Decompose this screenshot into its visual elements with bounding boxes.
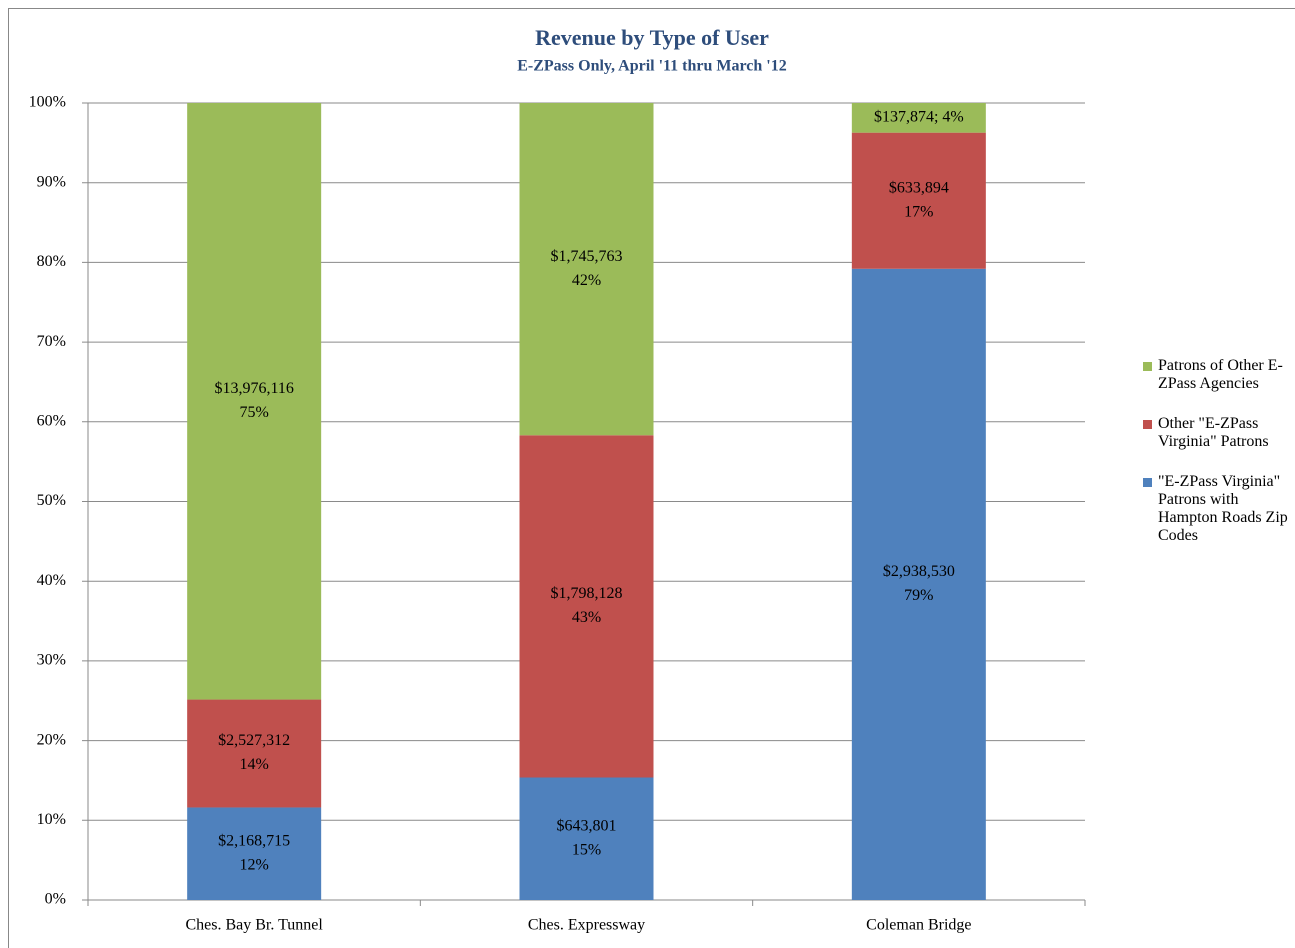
x-tick-label: Ches. Expressway <box>528 917 645 934</box>
data-label: $1,745,763 <box>551 248 623 265</box>
legend-label: Other "E-ZPass Virginia" Patrons <box>1158 415 1269 450</box>
data-label: 15% <box>572 841 601 858</box>
data-label: 12% <box>240 856 269 873</box>
data-label: $13,976,116 <box>214 380 293 397</box>
chart-title: Revenue by Type of User <box>535 25 769 50</box>
chart-subtitle: E-ZPass Only, April '11 thru March '12 <box>517 58 787 75</box>
bar-segment <box>187 103 322 700</box>
data-label: $1,798,128 <box>551 585 623 602</box>
y-tick-label: 80% <box>37 253 66 270</box>
legend-entry: "E-ZPass Virginia" Patrons with Hampton … <box>1143 473 1295 545</box>
bar-segment <box>851 268 986 900</box>
data-label: $137,874; 4% <box>874 108 964 125</box>
y-tick-label: 50% <box>37 492 66 509</box>
chart-border <box>8 8 1295 948</box>
y-tick-label: 60% <box>37 412 66 429</box>
bar-segment <box>519 435 654 778</box>
data-label: 43% <box>572 609 601 626</box>
data-label: $2,527,312 <box>218 732 290 749</box>
y-tick-label: 70% <box>37 333 66 350</box>
legend: Patrons of Other E-ZPass Agencies Other "… <box>1143 357 1295 567</box>
y-tick-label: 100% <box>29 94 66 111</box>
y-tick-label: 10% <box>37 811 66 828</box>
legend-entry: Patrons of Other E-ZPass Agencies <box>1143 357 1295 393</box>
bar-segment <box>519 103 654 436</box>
data-label: 14% <box>240 756 269 773</box>
data-label: 79% <box>904 587 933 604</box>
legend-label: "E-ZPass Virginia" Patrons with Hampton … <box>1158 473 1288 544</box>
legend-swatch <box>1143 420 1152 429</box>
data-label: $2,168,715 <box>218 832 290 849</box>
y-tick-label: 40% <box>37 572 66 589</box>
y-tick-label: 30% <box>37 652 66 669</box>
legend-entry: Other "E-ZPass Virginia" Patrons <box>1143 415 1295 451</box>
bar-segment <box>187 699 322 808</box>
legend-swatch <box>1143 362 1152 371</box>
data-label: $2,938,530 <box>883 563 955 580</box>
bar-segment <box>851 103 986 133</box>
data-label: $643,801 <box>557 817 617 834</box>
data-label: 75% <box>240 404 269 421</box>
bar-segment <box>187 807 322 900</box>
legend-swatch <box>1143 478 1152 487</box>
data-label: 17% <box>904 203 933 220</box>
bar-segment <box>519 777 654 900</box>
data-label: 42% <box>572 272 601 289</box>
bar-segment <box>851 132 986 269</box>
y-tick-label: 0% <box>45 891 66 908</box>
legend-label: Patrons of Other E-ZPass Agencies <box>1158 357 1283 392</box>
y-tick-label: 20% <box>37 731 66 748</box>
data-label: $633,894 <box>889 179 949 196</box>
y-tick-label: 90% <box>37 173 66 190</box>
x-tick-label: Ches. Bay Br. Tunnel <box>185 917 323 934</box>
x-tick-label: Coleman Bridge <box>866 917 971 934</box>
